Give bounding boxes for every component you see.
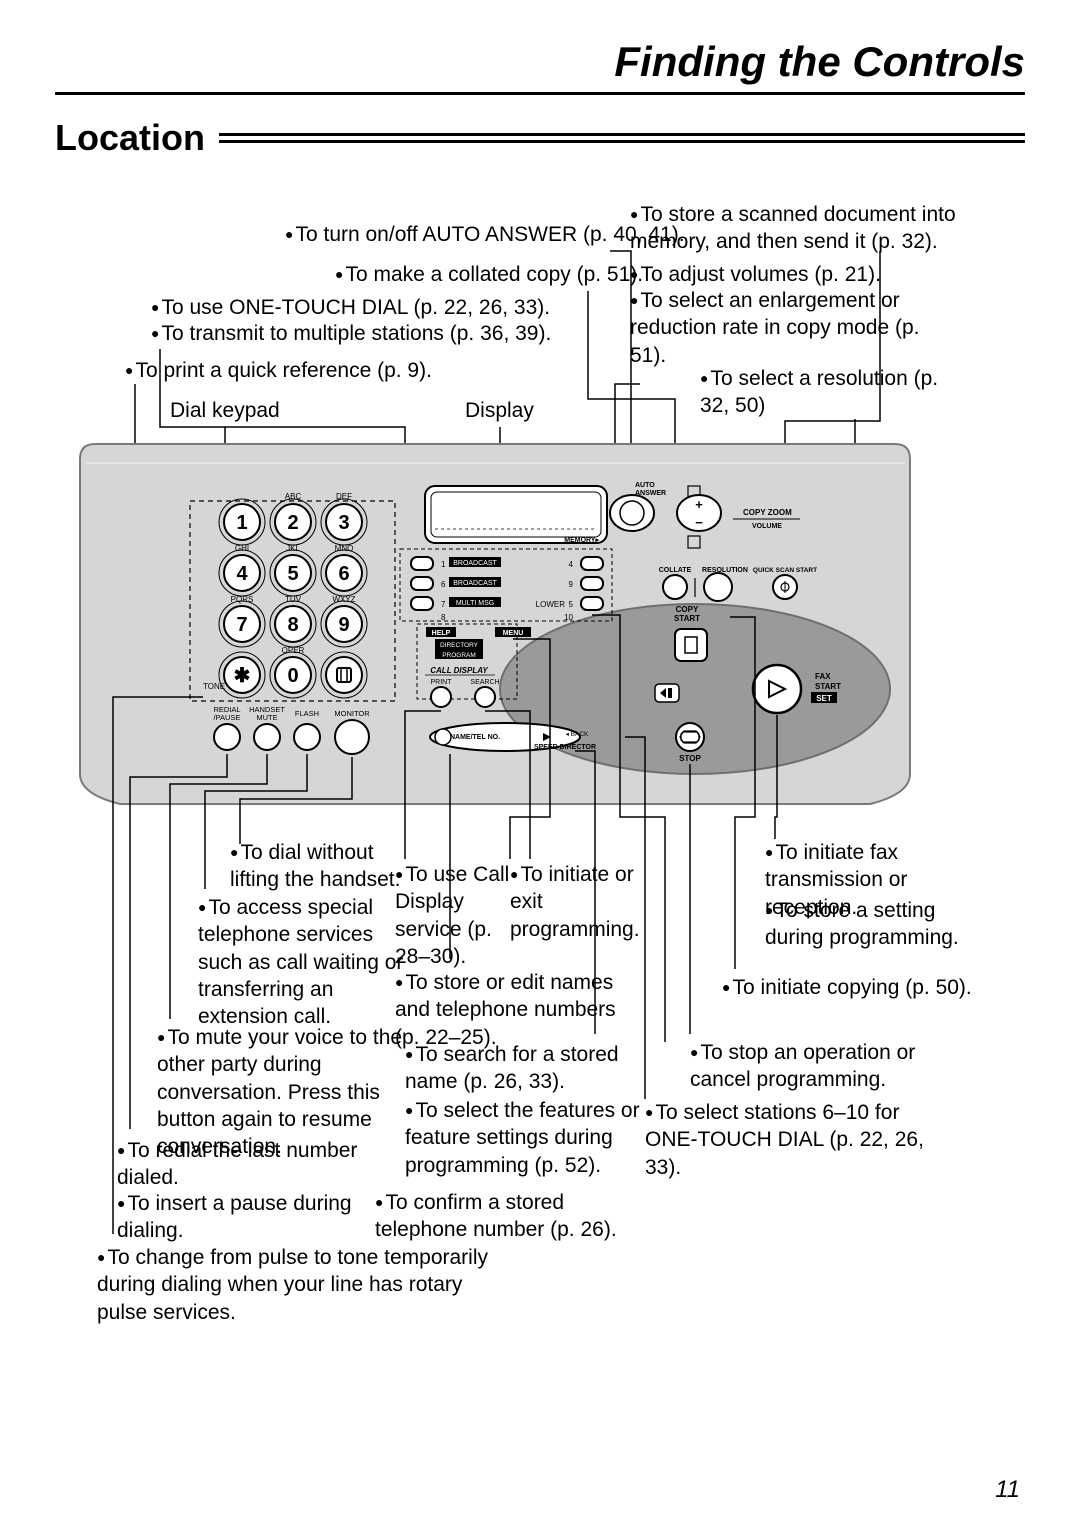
svg-text:SET: SET (816, 694, 832, 703)
svg-text:COLLATE: COLLATE (659, 567, 692, 574)
svg-text:MNO: MNO (335, 544, 354, 553)
svg-text:QUICK SCAN START: QUICK SCAN START (753, 567, 817, 574)
svg-text:5: 5 (287, 563, 298, 585)
callout-store-names: To store or edit names and telephone num… (395, 969, 645, 1051)
svg-text:TONE: TONE (203, 682, 225, 691)
svg-text:STOP: STOP (679, 754, 701, 763)
svg-text:MUTE: MUTE (256, 713, 277, 722)
svg-text:2: 2 (287, 512, 298, 534)
svg-text:BROADCAST: BROADCAST (453, 560, 497, 567)
callout-access-special: To access special telephone services suc… (198, 894, 418, 1030)
svg-text:CALL DISPLAY: CALL DISPLAY (430, 666, 488, 675)
callout-stop-op: To stop an operation or cancel programmi… (690, 1039, 970, 1094)
svg-text:LOWER: LOWER (536, 600, 566, 609)
svg-text:−: − (695, 515, 703, 530)
page-number: 11 (995, 1476, 1020, 1504)
svg-text:NAME/TEL NO.: NAME/TEL NO. (450, 734, 500, 741)
callout-pause: To insert a pause during dialing. (117, 1190, 407, 1245)
callout-select-stations: To select stations 6–10 for ONE-TOUCH DI… (645, 1099, 935, 1181)
svg-text:✱: ✱ (234, 665, 251, 687)
svg-text:7: 7 (236, 614, 247, 636)
svg-text:9: 9 (569, 580, 574, 589)
svg-text:10: 10 (564, 613, 573, 622)
svg-text:JKL: JKL (286, 544, 300, 553)
section-header: Location (55, 117, 1025, 159)
svg-text:DIRECTORY: DIRECTORY (440, 642, 479, 649)
callout-store-setting: To store a setting during programming. (765, 897, 965, 952)
svg-text:MONITOR: MONITOR (334, 709, 370, 718)
svg-text:AUTO: AUTO (635, 482, 655, 489)
svg-text:MEMORY▸: MEMORY▸ (564, 537, 599, 544)
svg-text:START: START (674, 614, 700, 623)
callout-pulse-tone: To change from pulse to tone temporarily… (97, 1244, 517, 1326)
callout-dial-without: To dial without lifting the handset. (230, 839, 420, 894)
svg-text:FLASH: FLASH (295, 709, 319, 718)
svg-text:6: 6 (338, 563, 349, 585)
svg-text:0: 0 (287, 665, 298, 687)
callout-initiate-copy: To initiate copying (p. 50). (722, 974, 972, 1001)
svg-text:1: 1 (236, 512, 247, 534)
svg-text:4: 4 (236, 563, 248, 585)
svg-text:COPY: COPY (676, 605, 699, 614)
svg-text:3: 3 (338, 512, 349, 534)
svg-text:GHI: GHI (235, 544, 249, 553)
svg-text:8: 8 (287, 614, 298, 636)
svg-text:FAX: FAX (815, 672, 831, 681)
svg-text:5: 5 (569, 600, 574, 609)
svg-text:◂ BACK: ◂ BACK (566, 731, 589, 738)
svg-text:RESOLUTION: RESOLUTION (702, 567, 748, 574)
svg-text:TUV: TUV (285, 595, 302, 604)
svg-text:8: 8 (441, 613, 446, 622)
callout-search-name: To search for a stored name (p. 26, 33). (405, 1041, 675, 1096)
svg-text:SEARCH: SEARCH (470, 679, 499, 686)
section-rule (219, 133, 1025, 143)
svg-text:HELP: HELP (432, 630, 451, 637)
svg-text:START: START (815, 682, 841, 691)
svg-text:MENU: MENU (503, 630, 524, 637)
svg-text:7: 7 (441, 600, 446, 609)
svg-text:PRINT: PRINT (431, 679, 453, 686)
callout-initiate-prog: To initiate or exit programming. (510, 861, 665, 943)
callout-redial: To redial the last number dialed. (117, 1137, 407, 1192)
callout-call-display: To use Call Display service (p. 28–30). (395, 861, 515, 970)
svg-text:VOLUME: VOLUME (752, 523, 782, 530)
svg-text:COPY ZOOM: COPY ZOOM (743, 508, 792, 517)
content-area: To turn on/off AUTO ANSWER (p. 40, 41). … (55, 179, 1025, 1409)
svg-text:MULTI MSG: MULTI MSG (456, 600, 494, 607)
svg-text:SPEED DIRECTOR: SPEED DIRECTOR (534, 744, 596, 751)
svg-text:BROADCAST: BROADCAST (453, 580, 497, 587)
svg-text:9: 9 (338, 614, 349, 636)
svg-text:/PAUSE: /PAUSE (214, 713, 241, 722)
svg-text:6: 6 (441, 580, 446, 589)
page-title: Finding the Controls (55, 38, 1025, 95)
section-title: Location (55, 117, 219, 159)
svg-text:4: 4 (569, 560, 574, 569)
svg-text:PROGRAM: PROGRAM (442, 652, 476, 659)
svg-text:+: + (695, 497, 703, 512)
callout-select-features: To select the features or feature settin… (405, 1097, 655, 1179)
callout-confirm-number: To confirm a stored telephone number (p.… (375, 1189, 655, 1244)
svg-text:1: 1 (441, 560, 446, 569)
